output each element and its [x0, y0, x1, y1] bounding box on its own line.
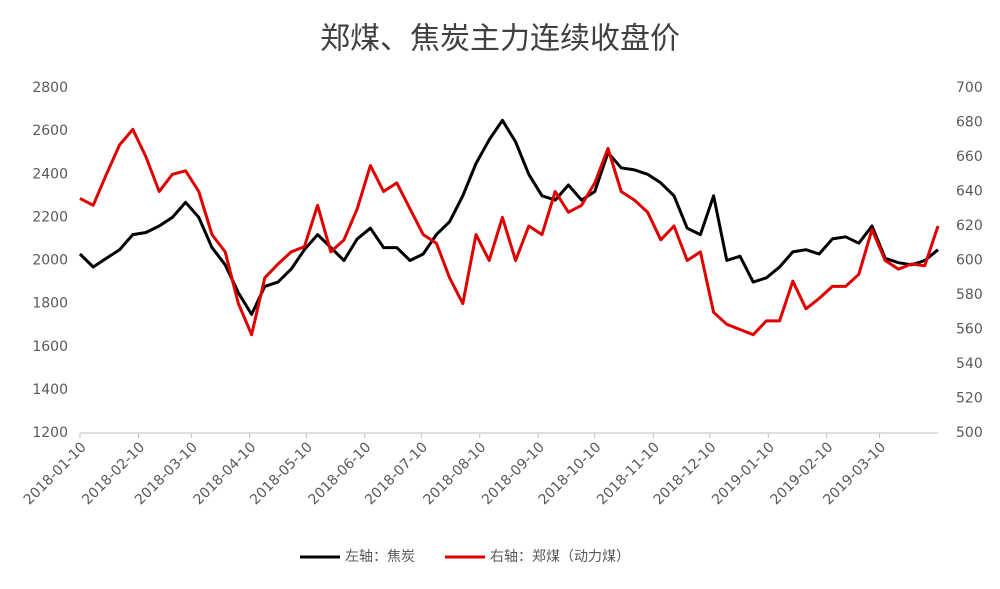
y2-tick-label: 660 [956, 149, 983, 165]
y2-tick-label: 640 [956, 184, 983, 200]
y2-tick-label: 580 [956, 287, 983, 303]
y-tick-label: 2600 [32, 123, 68, 139]
y2-tick-label: 700 [956, 80, 983, 96]
y2-tick-label: 600 [956, 253, 983, 269]
legend-label: 右轴：郑煤（动力煤） [490, 549, 630, 565]
series-line [78, 118, 939, 316]
series-line [79, 127, 940, 337]
y2-tick-label: 560 [956, 322, 983, 338]
y-tick-label: 1200 [32, 425, 68, 441]
y-tick-label: 2800 [32, 80, 68, 96]
y-tick-label: 2000 [32, 253, 68, 269]
y-tick-label: 1400 [32, 382, 68, 398]
y2-tick-label: 520 [956, 391, 983, 407]
y2-tick-label: 620 [956, 218, 983, 234]
y2-tick-label: 680 [956, 115, 983, 131]
legend-label: 左轴：焦炭 [345, 549, 415, 565]
y-tick-label: 2200 [32, 209, 68, 225]
chart-title: 郑煤、焦炭主力连续收盘价 [320, 22, 680, 57]
y-tick-label: 1600 [32, 339, 68, 355]
y-tick-label: 1800 [32, 296, 68, 312]
y2-tick-label: 540 [956, 356, 983, 372]
y2-tick-label: 500 [956, 425, 983, 441]
y-tick-label: 2400 [32, 166, 68, 182]
